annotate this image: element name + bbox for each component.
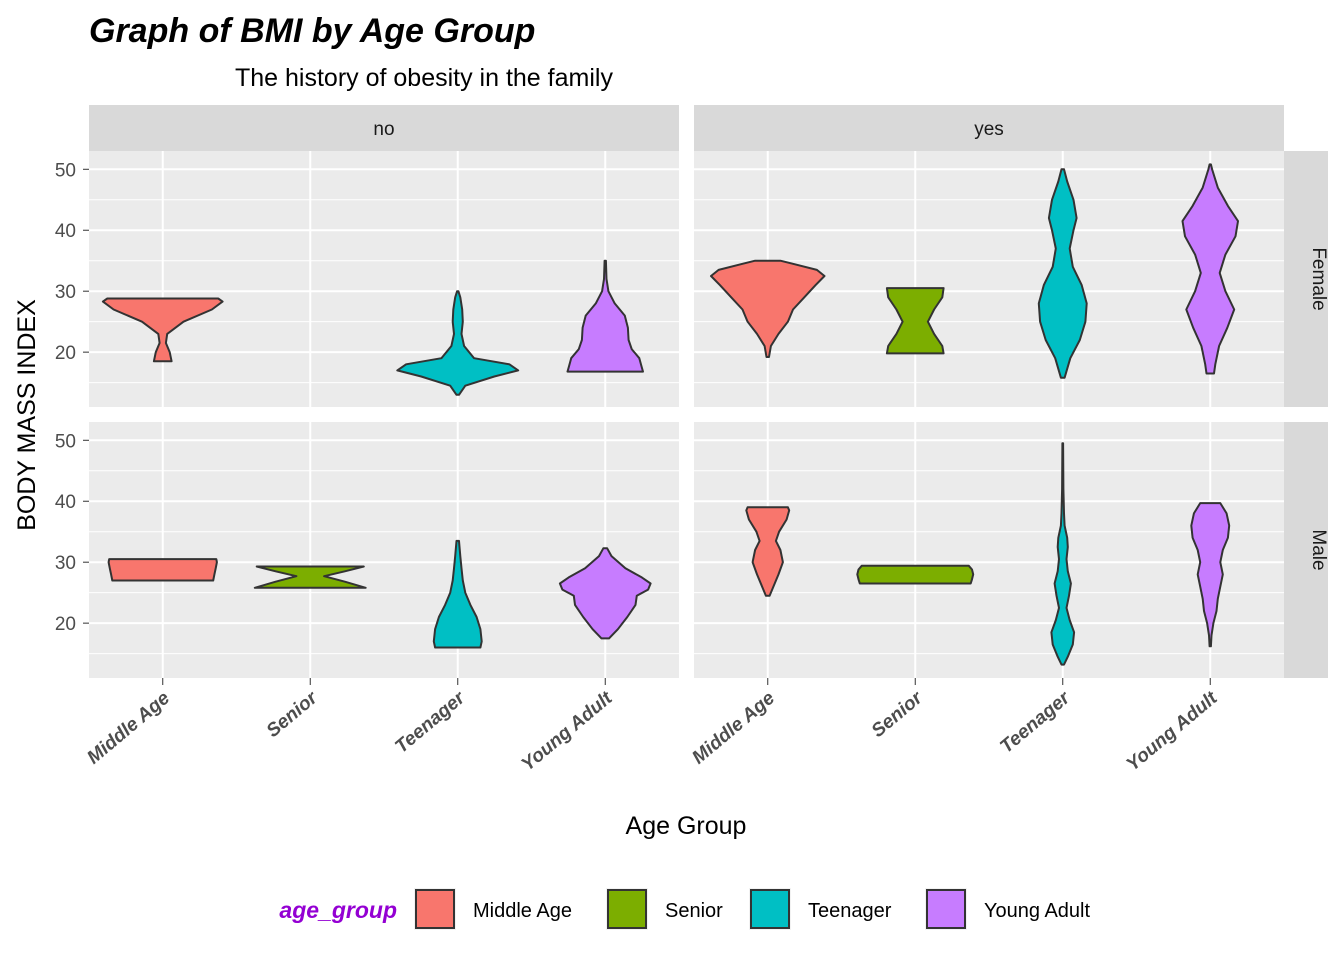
x-axis-tick-labels: Middle Age Senior Teenager Young Adult Middl… bbox=[83, 678, 1222, 776]
panel-background bbox=[89, 422, 679, 678]
facet-panels: no yes Female Male 20 30 40 50 20 30 40 50 bbox=[55, 105, 1329, 678]
x-tick-label: Young Adult bbox=[1123, 687, 1222, 775]
legend-label: Senior bbox=[665, 900, 723, 922]
violin-teenager bbox=[432, 539, 483, 649]
facet-strip-label: no bbox=[373, 119, 394, 140]
y-axis-title: BODY MASS INDEX bbox=[13, 299, 41, 531]
legend-label: Young Adult bbox=[984, 900, 1090, 922]
violin-senior bbox=[885, 287, 945, 355]
violin-young-adult bbox=[558, 547, 652, 640]
x-tick-label: Senior bbox=[868, 687, 928, 742]
panel-yes-male bbox=[694, 422, 1284, 678]
violin-teenager bbox=[1050, 442, 1076, 666]
violin-senior bbox=[253, 565, 367, 589]
y-tick-label: 30 bbox=[55, 282, 76, 303]
legend-label: Middle Age bbox=[473, 900, 572, 922]
violin-middle-age bbox=[101, 297, 224, 363]
y-tick-label: 40 bbox=[55, 221, 76, 242]
violin-middle-age bbox=[107, 558, 218, 582]
panel-background bbox=[694, 422, 1284, 678]
facet-strip-label: Male bbox=[1308, 529, 1329, 570]
facet-strip-male bbox=[1284, 422, 1328, 678]
legend-key-teenager bbox=[750, 889, 790, 929]
violin-middle-age bbox=[745, 506, 791, 597]
panel-no-male bbox=[89, 422, 679, 678]
facet-strip-label: yes bbox=[974, 119, 1004, 140]
facet-strip-no bbox=[89, 105, 679, 151]
x-tick-label: Teenager bbox=[996, 687, 1075, 758]
y-tick-label: 40 bbox=[55, 492, 76, 513]
x-tick-label: Middle Age bbox=[688, 687, 779, 768]
chart-subtitle: The history of obesity in the family bbox=[235, 64, 613, 92]
legend-key-young-adult bbox=[926, 889, 966, 929]
violin-senior bbox=[856, 564, 975, 585]
y-tick-label: 20 bbox=[55, 614, 76, 635]
x-tick-label: Young Adult bbox=[518, 687, 617, 775]
y-tick-label: 50 bbox=[55, 160, 76, 181]
y-tick-label: 30 bbox=[55, 553, 76, 574]
y-tick-label: 50 bbox=[55, 431, 76, 452]
x-axis-title: Age Group bbox=[626, 812, 747, 840]
legend-title: age_group bbox=[279, 897, 397, 923]
legend-key-senior bbox=[607, 889, 647, 929]
facet-strip-label: Female bbox=[1308, 247, 1329, 310]
violin-middle-age bbox=[710, 259, 826, 358]
x-tick-label: Senior bbox=[263, 687, 323, 742]
violin-teenager bbox=[1037, 168, 1088, 379]
facet-strip-female bbox=[1284, 151, 1328, 407]
legend-label: Teenager bbox=[808, 900, 892, 922]
legend-key-middle-age bbox=[415, 889, 455, 929]
chart-title: Graph of BMI by Age Group bbox=[89, 12, 535, 50]
x-tick-label: Middle Age bbox=[83, 687, 174, 768]
y-tick-label: 20 bbox=[55, 343, 76, 364]
violin-young-adult bbox=[1181, 163, 1239, 375]
violin-young-adult bbox=[1190, 502, 1231, 648]
facet-strip-yes bbox=[694, 105, 1284, 151]
x-tick-label: Teenager bbox=[391, 687, 470, 758]
legend: age_group Middle Age Senior Teenager Young … bbox=[279, 888, 1090, 930]
violin-teenager bbox=[396, 290, 520, 396]
violin-young-adult bbox=[566, 259, 644, 373]
